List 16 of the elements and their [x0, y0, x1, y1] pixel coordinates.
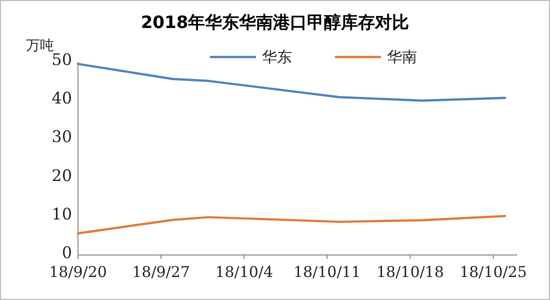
y-tick-label: 40 — [52, 88, 72, 108]
x-tick-label: 18/10/18 — [376, 263, 444, 281]
legend-label: 华东 — [262, 48, 292, 66]
y-tick-label: 0 — [62, 243, 72, 262]
x-tick-label: 18/9/27 — [132, 263, 190, 281]
x-tick-label: 18/10/11 — [293, 263, 361, 281]
y-axis-title: 万吨 — [26, 38, 54, 54]
y-tick-label: 30 — [52, 127, 72, 146]
y-tick-label: 10 — [52, 204, 72, 224]
y-tick-label: 20 — [52, 166, 72, 185]
x-tick-label: 18/9/20 — [49, 263, 107, 281]
x-tick-label: 18/10/25 — [460, 263, 527, 281]
x-tick-label: 18/10/4 — [215, 263, 274, 281]
y-tick-label: 50 — [52, 50, 72, 69]
chart-title: 2018年华东华南港口甲醇库存对比 — [140, 13, 410, 33]
legend-label: 华南 — [387, 48, 417, 66]
